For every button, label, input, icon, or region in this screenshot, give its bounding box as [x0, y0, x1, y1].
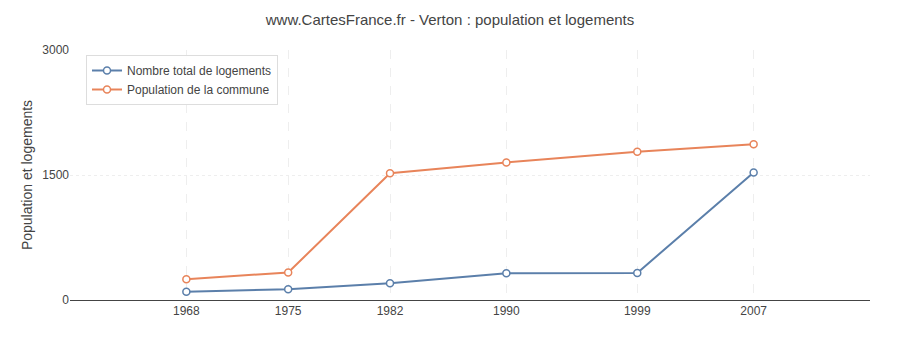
- svg-text:www.CartesFrance.fr - Verton :: www.CartesFrance.fr - Verton : populatio…: [265, 11, 635, 28]
- svg-text:1500: 1500: [42, 168, 69, 182]
- svg-text:0: 0: [62, 293, 69, 307]
- svg-text:1968: 1968: [173, 304, 200, 318]
- svg-text:3000: 3000: [42, 43, 69, 57]
- svg-text:Population et logements: Population et logements: [19, 100, 35, 250]
- svg-text:1999: 1999: [624, 304, 651, 318]
- svg-text:Population de la commune: Population de la commune: [127, 83, 269, 97]
- svg-text:1975: 1975: [275, 304, 302, 318]
- svg-text:1990: 1990: [493, 304, 520, 318]
- svg-text:Nombre total de logements: Nombre total de logements: [127, 64, 271, 78]
- svg-text:2007: 2007: [740, 304, 767, 318]
- svg-text:1982: 1982: [377, 304, 404, 318]
